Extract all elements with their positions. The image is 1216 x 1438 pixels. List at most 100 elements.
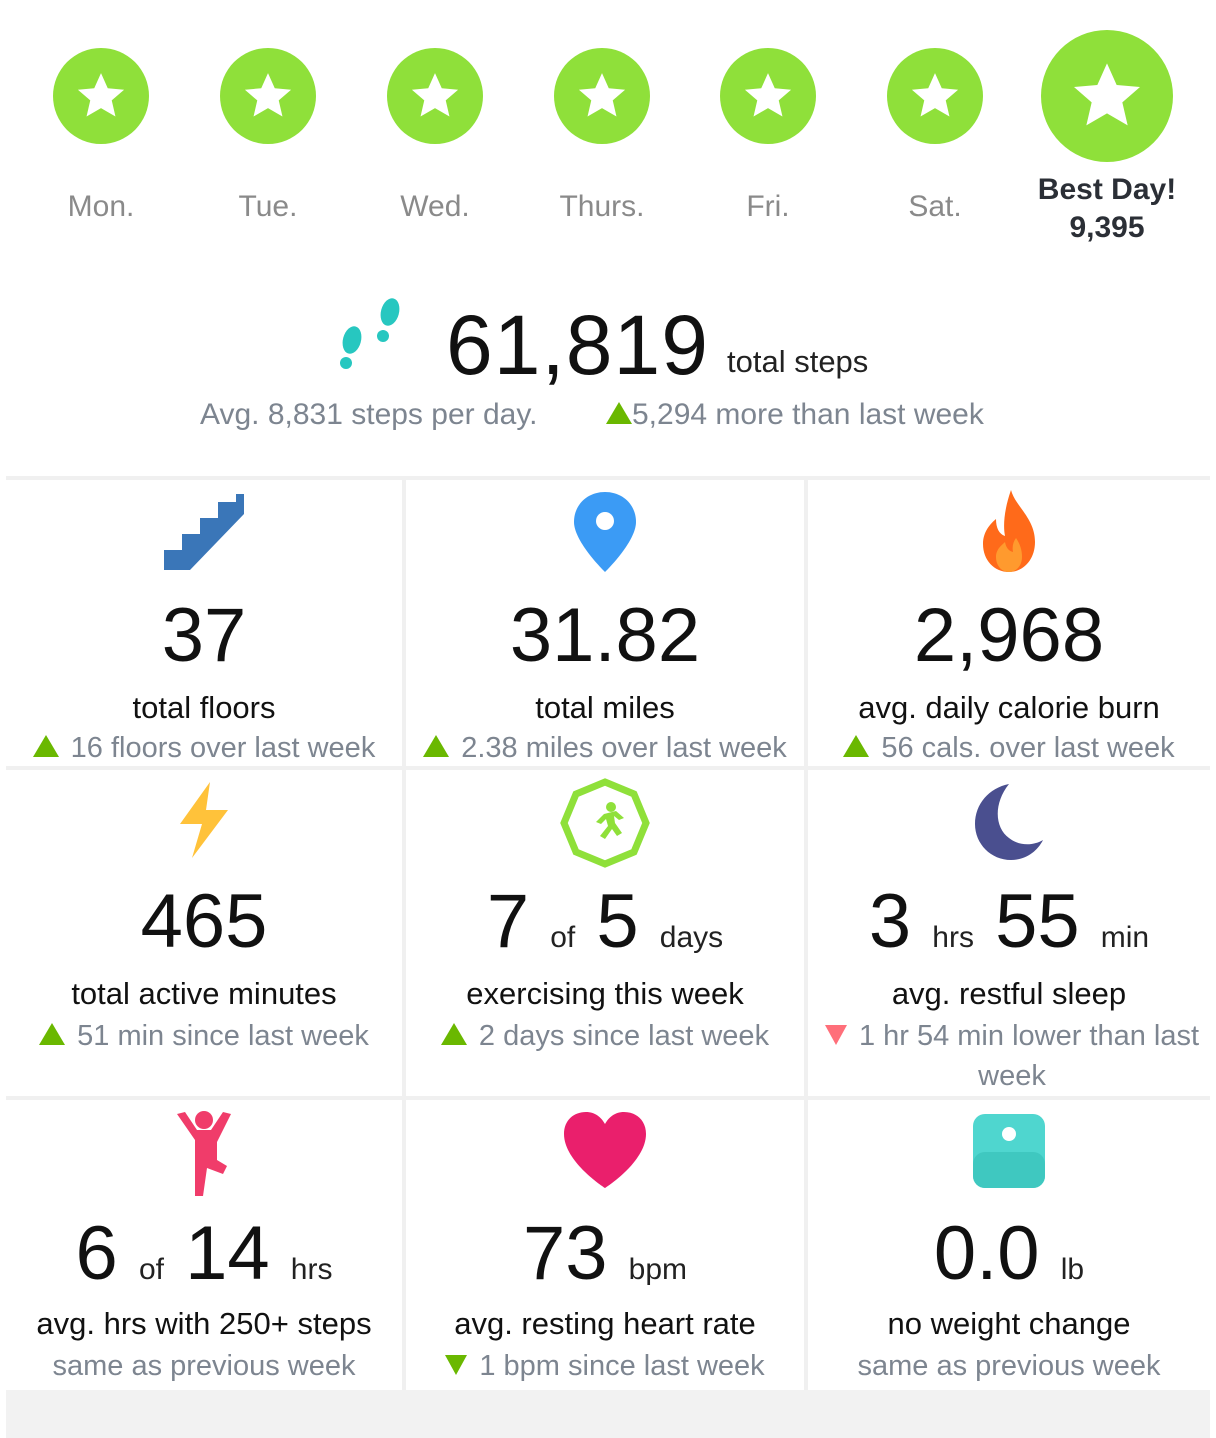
miles-value: 31.82 — [509, 593, 701, 678]
trend-up-icon — [440, 1023, 467, 1045]
exercise-of-label: of — [550, 921, 576, 954]
stat-floors[interactable]: 37 total floors 16 floors over last week — [6, 480, 402, 766]
star-badge — [220, 48, 316, 144]
sleep-hours-unit: hrs — [932, 921, 974, 954]
star-badge — [53, 48, 149, 144]
steps-change: 5,294 more than last week — [606, 398, 984, 432]
star-icon — [911, 73, 959, 117]
standing-figure-icon — [177, 1111, 231, 1196]
floors-note-text: 16 floors over last week — [70, 732, 376, 764]
star-badge — [720, 48, 816, 144]
running-badge-icon — [560, 778, 650, 868]
star-badge — [387, 48, 483, 144]
heart-rate-title: avg. resting heart rate — [454, 1306, 756, 1341]
miles-note-text: 2.38 miles over last week — [461, 732, 787, 764]
hourly-unit: hrs — [290, 1253, 333, 1286]
hourly-note: same as previous week — [52, 1350, 356, 1382]
heart-rate-number: 73 — [522, 1211, 608, 1296]
active-minutes-note: 51 min since last week — [6, 1016, 402, 1056]
heart-rate-value: 73 bpm — [406, 1214, 804, 1310]
sleep-minutes: 55 — [995, 879, 1080, 964]
heart-rate-note-text: 1 bpm since last week — [479, 1350, 765, 1382]
star-icon — [244, 73, 292, 117]
trend-down-icon — [824, 1025, 847, 1045]
day-wednesday[interactable]: Wed. — [355, 48, 515, 224]
stat-calories[interactable]: 2,968 avg. daily calorie burn 56 cals. o… — [808, 480, 1210, 766]
exercise-goal: 5 — [596, 879, 639, 964]
exercise-note: 2 days since last week — [406, 1016, 804, 1056]
calories-note-text: 56 cals. over last week — [881, 732, 1175, 764]
best-day-label: Best Day! — [1037, 173, 1177, 206]
star-icon — [411, 73, 459, 117]
sleep-note: 1 hr 54 min lower than last week — [808, 1016, 1210, 1096]
trend-down-icon — [445, 1355, 468, 1375]
moon-icon — [975, 784, 1043, 860]
scale-icon — [973, 1114, 1045, 1188]
star-icon — [578, 73, 626, 117]
day-best[interactable]: Best Day! 9,395 — [1027, 30, 1187, 246]
exercise-days-count: 7 — [486, 879, 530, 964]
stat-hourly-activity[interactable]: 6 of 14 hrs avg. hrs with 250+ steps sam… — [6, 1100, 402, 1390]
total-steps-value: 61,819 — [446, 298, 709, 392]
weight-number: 0.0 — [933, 1211, 1040, 1296]
day-label: Mon. — [67, 190, 135, 223]
average-steps: Avg. 8,831 steps per day. — [200, 398, 538, 431]
best-day-steps: 9,395 — [1069, 211, 1145, 244]
hourly-value: 6 of 14 hrs — [6, 1214, 402, 1310]
total-steps-summary: 61,819 total steps Avg. 8,831 steps per … — [0, 290, 1216, 450]
calories-note: 56 cals. over last week — [808, 728, 1210, 766]
active-minutes-title: total active minutes — [71, 976, 337, 1011]
lightning-bolt-icon — [180, 782, 228, 858]
sleep-value: 3 hrs 55 min — [808, 882, 1210, 978]
hourly-goal: 14 — [185, 1211, 270, 1296]
miles-note: 2.38 miles over last week — [406, 728, 804, 766]
active-minutes-note-text: 51 min since last week — [77, 1020, 369, 1052]
exercise-note-text: 2 days since last week — [478, 1020, 770, 1052]
total-steps-unit: total steps — [727, 344, 869, 379]
star-icon — [1074, 63, 1140, 126]
stat-active-minutes[interactable]: 465 total active minutes 51 min since la… — [6, 770, 402, 1096]
day-label: Tue. — [238, 190, 298, 223]
weight-value: 0.0 lb — [808, 1214, 1210, 1310]
trend-up-icon — [843, 735, 870, 757]
location-pin-icon — [574, 492, 636, 572]
hourly-of-label: of — [138, 1253, 164, 1286]
day-label: Fri. — [746, 190, 790, 223]
day-monday[interactable]: Mon. — [21, 48, 181, 224]
week-days-row: Mon. Tue. Wed. Thurs. Fri. Sat. Best D — [0, 0, 1216, 270]
stats-grid: 37 total floors 16 floors over last week… — [6, 476, 1210, 1390]
trend-up-icon — [423, 735, 450, 757]
trend-up-icon — [606, 402, 632, 424]
hourly-count: 6 — [75, 1211, 118, 1296]
heart-rate-note: 1 bpm since last week — [406, 1346, 804, 1386]
floors-note: 16 floors over last week — [6, 728, 402, 766]
miles-title: total miles — [535, 690, 675, 725]
stat-miles[interactable]: 31.82 total miles 2.38 miles over last w… — [406, 480, 804, 766]
calories-value: 2,968 — [913, 593, 1105, 678]
sleep-note-text: 1 hr 54 min lower than last week — [858, 1020, 1200, 1092]
sleep-hours: 3 — [868, 879, 912, 964]
star-icon — [744, 73, 792, 117]
flame-icon — [983, 490, 1035, 572]
floors-title: total floors — [132, 690, 276, 725]
stat-weight[interactable]: 0.0 lb no weight change same as previous… — [808, 1100, 1210, 1390]
footprints-icon — [340, 298, 400, 369]
stat-exercise[interactable]: 7 of 5 days exercising this week 2 days … — [406, 770, 804, 1096]
day-friday[interactable]: Fri. — [688, 48, 848, 224]
stat-sleep[interactable]: 3 hrs 55 min avg. restful sleep 1 hr 54 … — [808, 770, 1210, 1096]
weight-note: same as previous week — [857, 1350, 1161, 1382]
floors-value: 37 — [161, 593, 247, 678]
heart-icon — [564, 1112, 646, 1188]
exercise-unit: days — [659, 921, 724, 954]
trend-up-icon — [39, 1023, 66, 1045]
exercise-title: exercising this week — [466, 976, 744, 1011]
heart-rate-unit: bpm — [628, 1253, 688, 1286]
day-label: Sat. — [908, 190, 962, 223]
star-icon — [77, 73, 125, 117]
stat-heart-rate[interactable]: 73 bpm avg. resting heart rate 1 bpm sin… — [406, 1100, 804, 1390]
day-tuesday[interactable]: Tue. — [188, 48, 348, 224]
star-badge — [554, 48, 650, 144]
sleep-title: avg. restful sleep — [891, 976, 1127, 1011]
day-thursday[interactable]: Thurs. — [522, 48, 682, 224]
day-saturday[interactable]: Sat. — [855, 48, 1015, 224]
